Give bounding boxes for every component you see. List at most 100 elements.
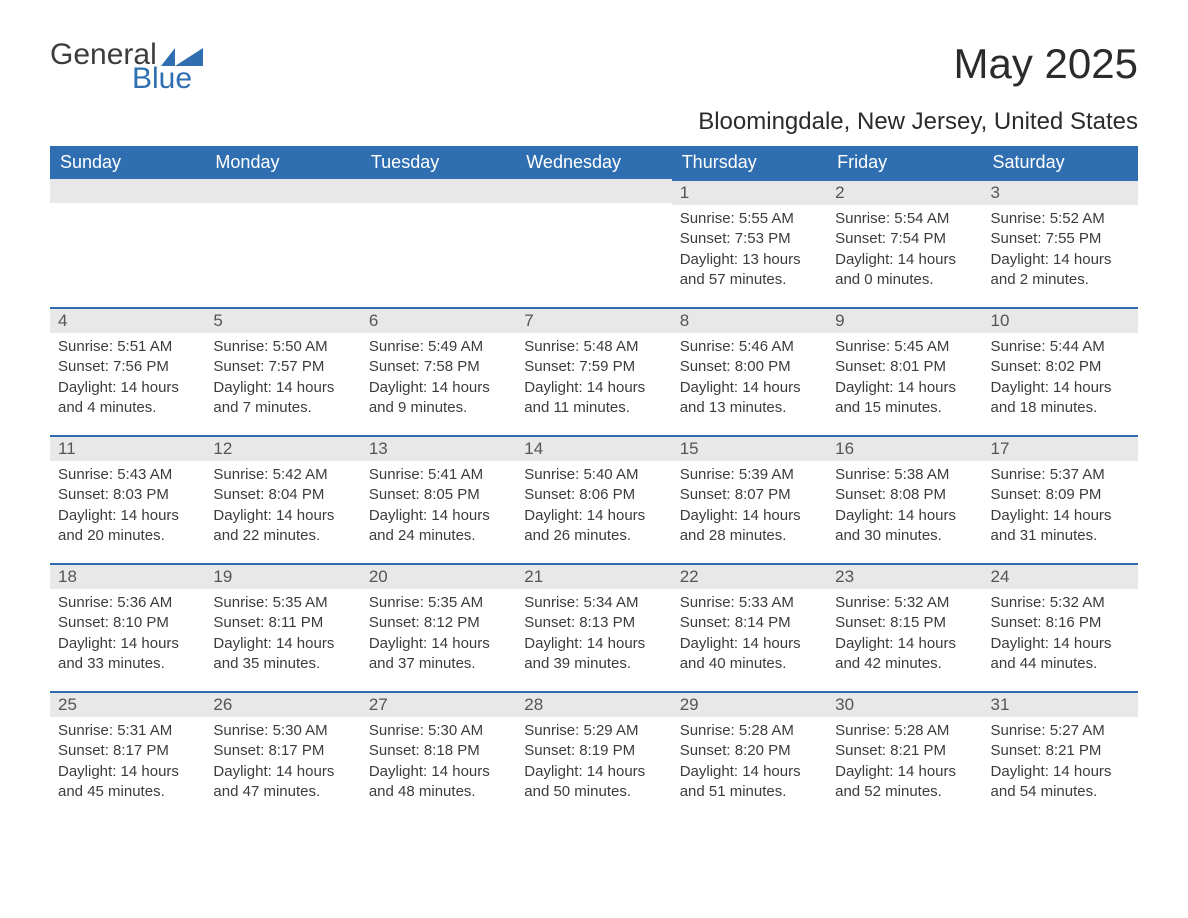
calendar-day-cell: 16Sunrise: 5:38 AMSunset: 8:08 PMDayligh… [827, 435, 982, 563]
calendar-day-cell: 15Sunrise: 5:39 AMSunset: 8:07 PMDayligh… [672, 435, 827, 563]
sunset-line: Sunset: 8:09 PM [991, 485, 1130, 505]
calendar-day-cell: 2Sunrise: 5:54 AMSunset: 7:54 PMDaylight… [827, 179, 982, 307]
daylight-line: Daylight: 14 hours and 18 minutes. [991, 378, 1130, 419]
day-number: 26 [205, 693, 360, 717]
calendar-day-cell [205, 179, 360, 307]
day-number: 5 [205, 309, 360, 333]
calendar-day-cell: 27Sunrise: 5:30 AMSunset: 8:18 PMDayligh… [361, 691, 516, 819]
sunrise-line: Sunrise: 5:46 AM [680, 337, 819, 357]
calendar-day-cell: 24Sunrise: 5:32 AMSunset: 8:16 PMDayligh… [983, 563, 1138, 691]
sunset-line: Sunset: 8:07 PM [680, 485, 819, 505]
sunset-line: Sunset: 8:14 PM [680, 613, 819, 633]
calendar-week-row: 11Sunrise: 5:43 AMSunset: 8:03 PMDayligh… [50, 435, 1138, 563]
day-number: 1 [672, 181, 827, 205]
day-number: 14 [516, 437, 671, 461]
sunset-line: Sunset: 8:06 PM [524, 485, 663, 505]
calendar-day-cell [361, 179, 516, 307]
day-number: 28 [516, 693, 671, 717]
day-number: 16 [827, 437, 982, 461]
sunset-line: Sunset: 8:08 PM [835, 485, 974, 505]
daylight-line: Daylight: 14 hours and 22 minutes. [213, 506, 352, 547]
daylight-line: Daylight: 14 hours and 4 minutes. [58, 378, 197, 419]
day-details: Sunrise: 5:30 AMSunset: 8:18 PMDaylight:… [361, 717, 516, 810]
day-details: Sunrise: 5:42 AMSunset: 8:04 PMDaylight:… [205, 461, 360, 554]
sunrise-line: Sunrise: 5:45 AM [835, 337, 974, 357]
daylight-line: Daylight: 14 hours and 0 minutes. [835, 250, 974, 291]
sunset-line: Sunset: 8:13 PM [524, 613, 663, 633]
daylight-line: Daylight: 14 hours and 28 minutes. [680, 506, 819, 547]
calendar-day-cell: 19Sunrise: 5:35 AMSunset: 8:11 PMDayligh… [205, 563, 360, 691]
weekday-header: Tuesday [361, 146, 516, 179]
calendar-table: Sunday Monday Tuesday Wednesday Thursday… [50, 146, 1138, 819]
sunrise-line: Sunrise: 5:30 AM [369, 721, 508, 741]
sunrise-line: Sunrise: 5:39 AM [680, 465, 819, 485]
calendar-day-cell [50, 179, 205, 307]
day-details: Sunrise: 5:51 AMSunset: 7:56 PMDaylight:… [50, 333, 205, 426]
weekday-header: Monday [205, 146, 360, 179]
sunrise-line: Sunrise: 5:31 AM [58, 721, 197, 741]
daylight-line: Daylight: 14 hours and 51 minutes. [680, 762, 819, 803]
sunset-line: Sunset: 8:11 PM [213, 613, 352, 633]
day-details: Sunrise: 5:38 AMSunset: 8:08 PMDaylight:… [827, 461, 982, 554]
calendar-week-row: 1Sunrise: 5:55 AMSunset: 7:53 PMDaylight… [50, 179, 1138, 307]
calendar-day-cell: 9 Sunrise: 5:45 AMSunset: 8:01 PMDaylight… [827, 307, 982, 435]
sunrise-line: Sunrise: 5:36 AM [58, 593, 197, 613]
calendar-day-cell: 1Sunrise: 5:55 AMSunset: 7:53 PMDaylight… [672, 179, 827, 307]
weekday-header: Saturday [983, 146, 1138, 179]
daylight-line: Daylight: 14 hours and 20 minutes. [58, 506, 197, 547]
sunset-line: Sunset: 8:19 PM [524, 741, 663, 761]
sunrise-line: Sunrise: 5:28 AM [680, 721, 819, 741]
daylight-line: Daylight: 14 hours and 47 minutes. [213, 762, 352, 803]
sunrise-line: Sunrise: 5:28 AM [835, 721, 974, 741]
daylight-line: Daylight: 14 hours and 44 minutes. [991, 634, 1130, 675]
day-details: Sunrise: 5:54 AMSunset: 7:54 PMDaylight:… [827, 205, 982, 298]
sunrise-line: Sunrise: 5:41 AM [369, 465, 508, 485]
sunrise-line: Sunrise: 5:27 AM [991, 721, 1130, 741]
sunset-line: Sunset: 8:01 PM [835, 357, 974, 377]
sunset-line: Sunset: 8:04 PM [213, 485, 352, 505]
day-number: 18 [50, 565, 205, 589]
sunrise-line: Sunrise: 5:49 AM [369, 337, 508, 357]
sunrise-line: Sunrise: 5:38 AM [835, 465, 974, 485]
day-details: Sunrise: 5:41 AMSunset: 8:05 PMDaylight:… [361, 461, 516, 554]
sunset-line: Sunset: 8:02 PM [991, 357, 1130, 377]
sunrise-line: Sunrise: 5:33 AM [680, 593, 819, 613]
day-details: Sunrise: 5:48 AMSunset: 7:59 PMDaylight:… [516, 333, 671, 426]
day-number: 20 [361, 565, 516, 589]
page-title: May 2025 [954, 40, 1138, 88]
sunset-line: Sunset: 7:58 PM [369, 357, 508, 377]
day-number: 8 [672, 309, 827, 333]
day-details: Sunrise: 5:50 AMSunset: 7:57 PMDaylight:… [205, 333, 360, 426]
sunset-line: Sunset: 7:54 PM [835, 229, 974, 249]
sunrise-line: Sunrise: 5:32 AM [991, 593, 1130, 613]
sunset-line: Sunset: 8:12 PM [369, 613, 508, 633]
calendar-day-cell: 18Sunrise: 5:36 AMSunset: 8:10 PMDayligh… [50, 563, 205, 691]
sunset-line: Sunset: 7:59 PM [524, 357, 663, 377]
sunset-line: Sunset: 8:21 PM [835, 741, 974, 761]
day-details: Sunrise: 5:31 AMSunset: 8:17 PMDaylight:… [50, 717, 205, 810]
daylight-line: Daylight: 14 hours and 48 minutes. [369, 762, 508, 803]
daylight-line: Daylight: 14 hours and 45 minutes. [58, 762, 197, 803]
day-number: 9 [827, 309, 982, 333]
sunrise-line: Sunrise: 5:42 AM [213, 465, 352, 485]
day-details: Sunrise: 5:37 AMSunset: 8:09 PMDaylight:… [983, 461, 1138, 554]
day-number: 23 [827, 565, 982, 589]
daylight-line: Daylight: 14 hours and 2 minutes. [991, 250, 1130, 291]
sunrise-line: Sunrise: 5:32 AM [835, 593, 974, 613]
calendar-day-cell: 3Sunrise: 5:52 AMSunset: 7:55 PMDaylight… [983, 179, 1138, 307]
weekday-header: Wednesday [516, 146, 671, 179]
daylight-line: Daylight: 14 hours and 7 minutes. [213, 378, 352, 419]
day-details: Sunrise: 5:46 AMSunset: 8:00 PMDaylight:… [672, 333, 827, 426]
daylight-line: Daylight: 14 hours and 31 minutes. [991, 506, 1130, 547]
sunset-line: Sunset: 7:53 PM [680, 229, 819, 249]
daylight-line: Daylight: 14 hours and 54 minutes. [991, 762, 1130, 803]
day-number: 31 [983, 693, 1138, 717]
calendar-day-cell: 26Sunrise: 5:30 AMSunset: 8:17 PMDayligh… [205, 691, 360, 819]
daylight-line: Daylight: 14 hours and 15 minutes. [835, 378, 974, 419]
calendar-day-cell: 4Sunrise: 5:51 AMSunset: 7:56 PMDaylight… [50, 307, 205, 435]
sunset-line: Sunset: 8:15 PM [835, 613, 974, 633]
day-number: 25 [50, 693, 205, 717]
calendar-day-cell: 5Sunrise: 5:50 AMSunset: 7:57 PMDaylight… [205, 307, 360, 435]
day-number: 30 [827, 693, 982, 717]
day-details: Sunrise: 5:55 AMSunset: 7:53 PMDaylight:… [672, 205, 827, 298]
